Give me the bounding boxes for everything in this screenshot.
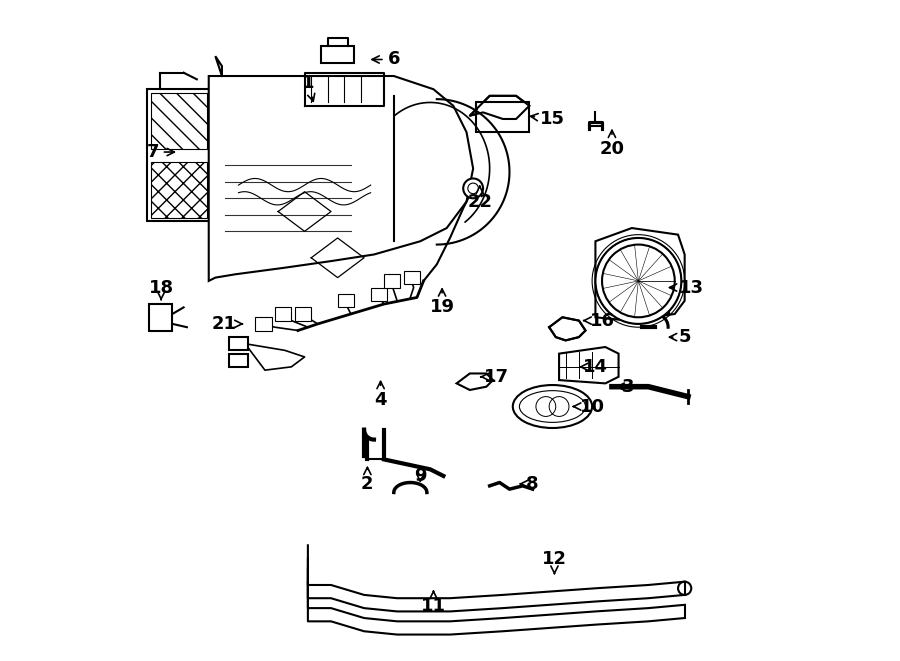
Polygon shape bbox=[476, 102, 529, 132]
Text: 11: 11 bbox=[421, 591, 446, 615]
Text: 22: 22 bbox=[467, 186, 492, 211]
Polygon shape bbox=[384, 274, 400, 288]
Text: 19: 19 bbox=[429, 289, 454, 317]
Text: 21: 21 bbox=[212, 315, 242, 333]
Circle shape bbox=[678, 582, 691, 595]
Polygon shape bbox=[456, 373, 493, 390]
Polygon shape bbox=[559, 347, 618, 383]
Polygon shape bbox=[596, 228, 685, 321]
Polygon shape bbox=[150, 162, 207, 218]
Text: 20: 20 bbox=[599, 130, 625, 158]
Circle shape bbox=[602, 245, 675, 317]
Polygon shape bbox=[209, 56, 473, 281]
Polygon shape bbox=[148, 89, 210, 221]
Text: 12: 12 bbox=[542, 549, 567, 574]
Circle shape bbox=[464, 178, 483, 198]
Text: 6: 6 bbox=[372, 50, 400, 69]
Polygon shape bbox=[274, 307, 292, 321]
Polygon shape bbox=[229, 354, 248, 367]
Polygon shape bbox=[371, 288, 387, 301]
Polygon shape bbox=[321, 46, 355, 63]
Text: 13: 13 bbox=[670, 278, 704, 297]
Text: 14: 14 bbox=[580, 358, 608, 376]
Text: 10: 10 bbox=[573, 397, 605, 416]
Text: 4: 4 bbox=[374, 381, 387, 409]
Polygon shape bbox=[229, 337, 248, 350]
Text: 5: 5 bbox=[670, 328, 691, 346]
Text: 8: 8 bbox=[520, 475, 539, 493]
Text: 2: 2 bbox=[361, 467, 374, 493]
Text: 7: 7 bbox=[147, 143, 175, 161]
Polygon shape bbox=[338, 294, 355, 307]
Circle shape bbox=[596, 238, 681, 324]
Text: 15: 15 bbox=[531, 110, 565, 128]
Polygon shape bbox=[148, 304, 173, 330]
Ellipse shape bbox=[513, 385, 592, 428]
Polygon shape bbox=[470, 96, 529, 119]
Text: 18: 18 bbox=[148, 278, 174, 299]
Text: 9: 9 bbox=[414, 467, 427, 485]
Text: 16: 16 bbox=[583, 311, 615, 330]
Polygon shape bbox=[549, 317, 586, 340]
Text: 3: 3 bbox=[616, 377, 634, 396]
Polygon shape bbox=[150, 93, 207, 149]
Polygon shape bbox=[255, 317, 272, 330]
Polygon shape bbox=[404, 271, 420, 284]
Polygon shape bbox=[294, 307, 311, 321]
Text: 1: 1 bbox=[302, 73, 315, 101]
Text: 17: 17 bbox=[481, 368, 508, 386]
